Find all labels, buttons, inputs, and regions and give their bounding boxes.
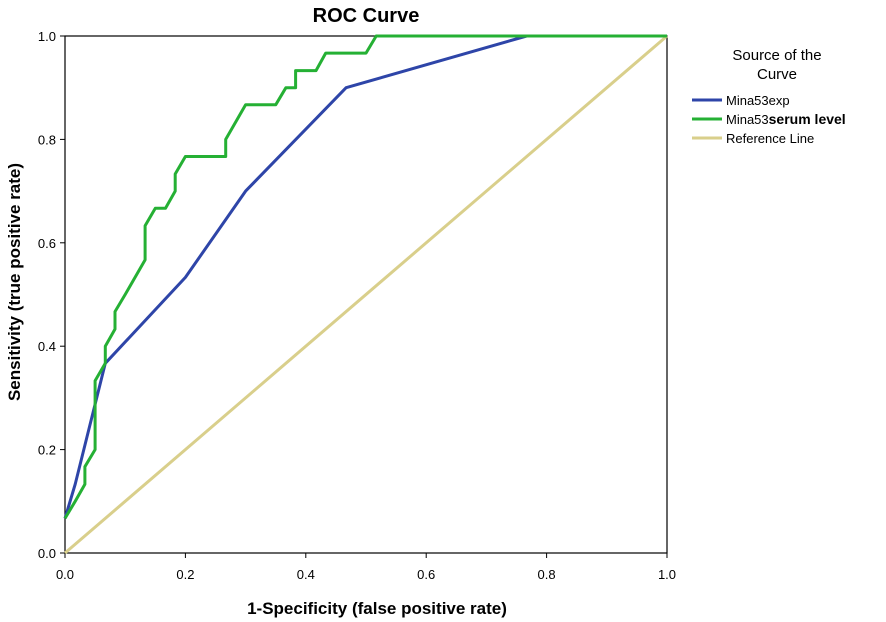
y-tick-label: 0.8	[38, 132, 56, 147]
legend-label: Mina53exp	[726, 93, 790, 108]
legend: Source of the Curve Mina53exp Mina53serum…	[692, 47, 846, 146]
legend-label: Reference Line	[726, 131, 814, 146]
legend-items: Mina53exp Mina53serum level Reference Line	[692, 93, 846, 146]
x-tick-label: 0.4	[297, 567, 315, 582]
x-axis-ticks: 0.0 0.2 0.4 0.6 0.8 1.0	[56, 553, 676, 582]
x-tick-label: 0.0	[56, 567, 74, 582]
chart-title: ROC Curve	[313, 5, 420, 27]
y-tick-label: 0.6	[38, 236, 56, 251]
legend-title-line1: Source of the	[732, 47, 821, 64]
series-line-mina53exp	[63, 34, 667, 519]
x-axis-title: 1-Specificity (false positive rate)	[247, 599, 507, 618]
series-layer	[63, 34, 668, 555]
x-tick-label: 0.2	[176, 567, 194, 582]
x-tick-label: 0.6	[417, 567, 435, 582]
legend-title-line2: Curve	[757, 66, 797, 83]
y-tick-label: 0.4	[38, 339, 56, 354]
y-tick-label: 0.2	[38, 443, 56, 458]
series-line-reference-line	[64, 34, 668, 555]
x-tick-label: 0.8	[538, 567, 556, 582]
x-tick-label: 1.0	[658, 567, 676, 582]
y-axis-ticks: 0.0 0.2 0.4 0.6 0.8 1.0	[38, 29, 65, 561]
y-tick-label: 0.0	[38, 546, 56, 561]
y-axis-title: Sensitivity (true positive rate)	[5, 163, 24, 401]
legend-label: Mina53serum level	[726, 111, 846, 127]
series-line-mina53-serum-level	[63, 34, 667, 520]
y-tick-label: 1.0	[38, 29, 56, 44]
